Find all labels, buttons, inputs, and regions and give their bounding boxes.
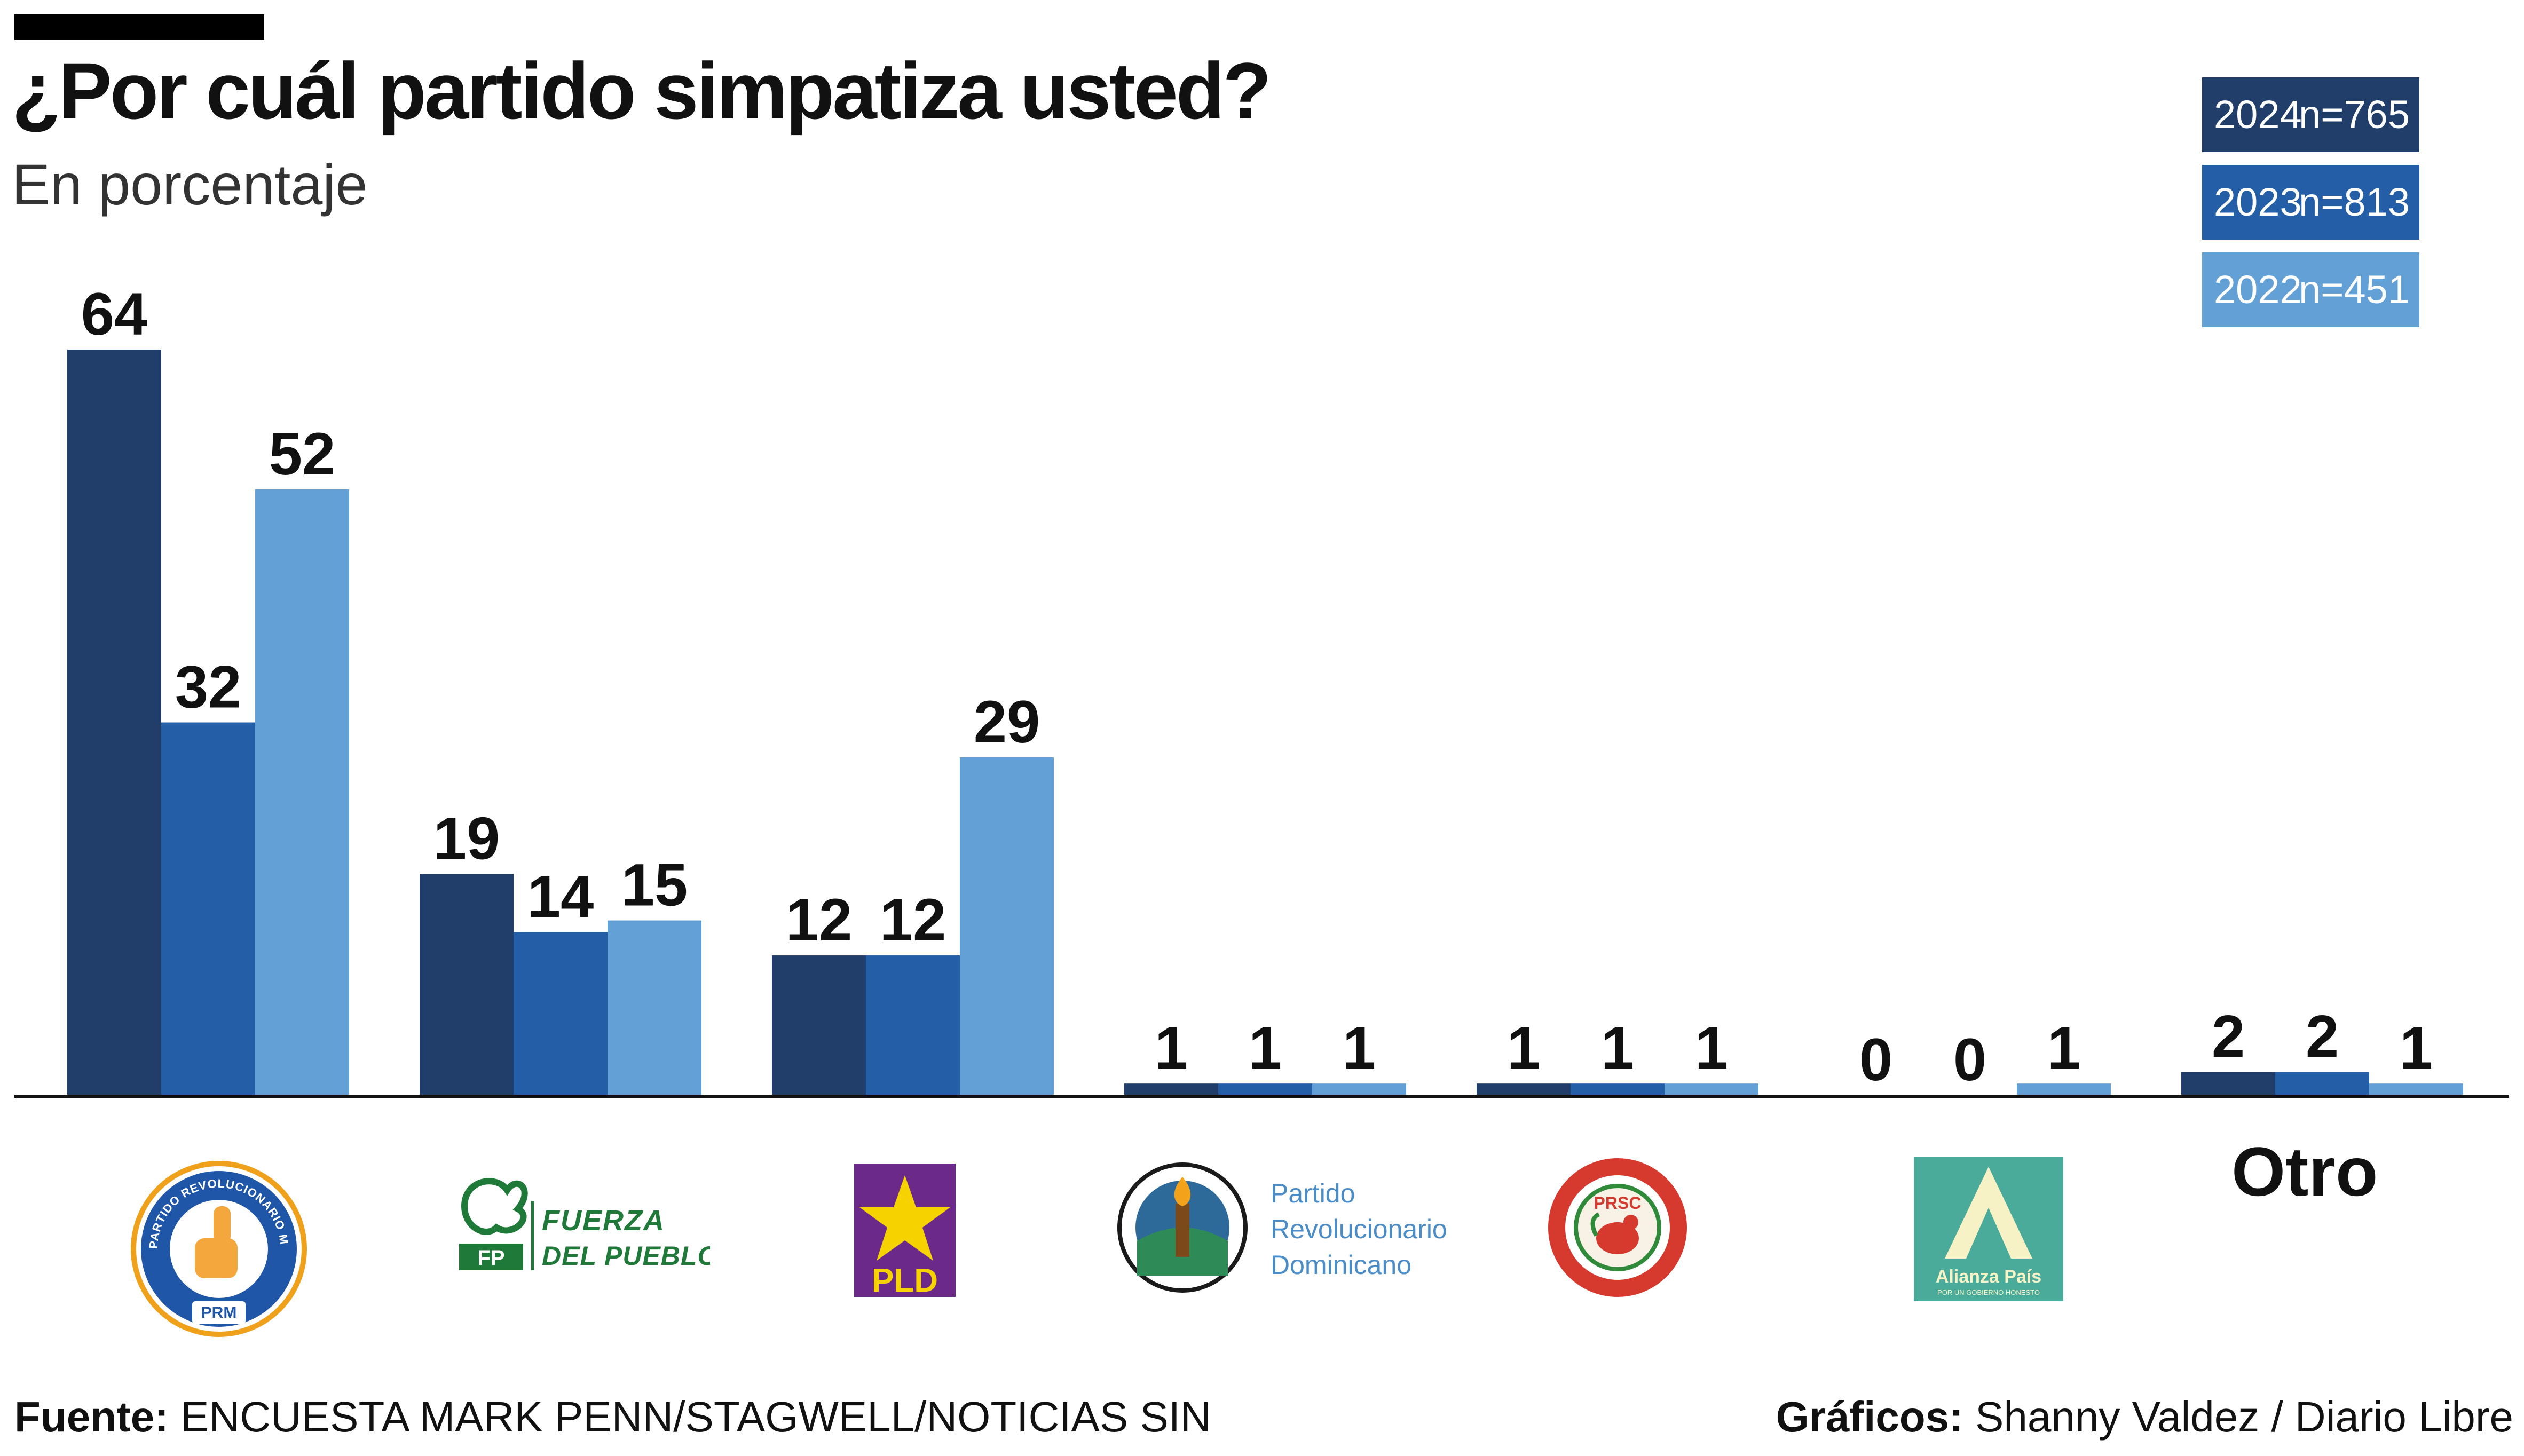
legend-item-2023: 2023 n=813 xyxy=(2202,165,2419,240)
source-text: ENCUESTA MARK PENN/STAGWELL/NOTICIAS SIN xyxy=(168,1393,1211,1441)
data-label: 32 xyxy=(175,654,242,721)
bar-2022-6 xyxy=(2369,1083,2463,1095)
legend-sample-size: n=765 xyxy=(2299,92,2410,137)
legend-item-2024: 2024 n=765 xyxy=(2202,77,2419,152)
data-label: 2 xyxy=(2306,1003,2339,1070)
bar-2022-5 xyxy=(2017,1083,2111,1095)
prsc-logo: PRSC xyxy=(1548,1158,1687,1297)
data-label: 2 xyxy=(2212,1003,2245,1070)
rooster-icon xyxy=(1590,1212,1639,1254)
bar-2024-2 xyxy=(772,955,866,1095)
prd-logo: Partido Revolucionario Dominicano xyxy=(1117,1162,1447,1293)
prd-line2: Revolucionario xyxy=(1271,1214,1447,1244)
letter-a-icon xyxy=(1945,1167,2032,1259)
prd-line3: Dominicano xyxy=(1271,1250,1411,1280)
flower-icon xyxy=(461,1178,528,1235)
data-label: 14 xyxy=(527,863,594,930)
prsc-abbr: PRSC xyxy=(1594,1193,1642,1213)
data-label: 64 xyxy=(81,281,148,347)
bar-2023-0 xyxy=(161,722,255,1095)
data-label: 1 xyxy=(1249,1015,1282,1081)
data-label: 1 xyxy=(1343,1015,1376,1081)
graphics-credit: Gráficos: Shanny Valdez / Diario Libre xyxy=(1776,1396,2513,1438)
bar-2023-6 xyxy=(2275,1072,2369,1095)
pld-abbr: PLD xyxy=(872,1262,938,1297)
legend-year: 2023 xyxy=(2214,180,2302,224)
thumbs-up-icon xyxy=(195,1206,238,1278)
bar-2023-3 xyxy=(1218,1083,1312,1095)
fp-logo: FP FUERZA DEL PUEBLO xyxy=(459,1178,710,1271)
data-label: 0 xyxy=(1859,1026,1892,1093)
top-accent-bar xyxy=(14,14,264,40)
bar-2024-6 xyxy=(2181,1072,2275,1095)
alianza-pais-logo: Alianza País POR UN GOBIERNO HONESTO xyxy=(1914,1157,2063,1301)
chart-title: ¿Por cuál partido simpatiza usted? xyxy=(12,46,1272,136)
bar-2024-4 xyxy=(1477,1083,1571,1095)
prd-line1: Partido xyxy=(1271,1178,1355,1208)
fp-abbr: FP xyxy=(477,1246,504,1270)
bar-2023-4 xyxy=(1571,1083,1665,1095)
credit-text: Shanny Valdez / Diario Libre xyxy=(1963,1393,2513,1441)
legend-item-2022: 2022 n=451 xyxy=(2202,252,2419,327)
data-label: 19 xyxy=(433,805,500,872)
data-label: 0 xyxy=(1953,1026,1986,1093)
bar-2022-4 xyxy=(1665,1083,1758,1095)
data-label: 1 xyxy=(1155,1015,1188,1081)
chart-subtitle: En porcentaje xyxy=(12,152,368,217)
data-label: 52 xyxy=(269,421,336,487)
legend-year: 2022 xyxy=(2214,267,2302,312)
data-label: 12 xyxy=(880,887,946,953)
bar-2024-0 xyxy=(67,350,161,1095)
data-label: 12 xyxy=(786,887,853,953)
prm-abbr: PRM xyxy=(201,1304,237,1322)
fp-line2: DEL PUEBLO xyxy=(542,1241,710,1271)
data-label: 1 xyxy=(1507,1015,1540,1081)
data-label: 1 xyxy=(2400,1015,2433,1081)
bar-2022-2 xyxy=(960,757,1054,1095)
torch-icon xyxy=(1174,1177,1191,1257)
legend-sample-size: n=451 xyxy=(2299,267,2410,312)
alianza-name: Alianza País xyxy=(1936,1267,2041,1287)
legend-year: 2024 xyxy=(2214,92,2302,137)
prm-logo: PARTIDO REVOLUCIONARIO MODERNO PRM xyxy=(128,1158,307,1337)
data-label: 1 xyxy=(1695,1015,1728,1081)
data-label: 29 xyxy=(974,689,1040,755)
data-label: 1 xyxy=(1601,1015,1634,1081)
star-icon xyxy=(859,1175,950,1261)
otro-label: Otro xyxy=(2231,1133,2378,1210)
bar-2024-1 xyxy=(420,874,514,1095)
pld-logo: PLD xyxy=(854,1164,956,1297)
fp-line1: FUERZA xyxy=(542,1205,665,1237)
credit-label: Gráficos: xyxy=(1776,1393,1963,1441)
data-label: 1 xyxy=(2047,1015,2080,1081)
bar-2024-3 xyxy=(1124,1083,1218,1095)
bar-2022-0 xyxy=(255,489,349,1095)
bar-2022-1 xyxy=(608,920,701,1095)
data-label: 15 xyxy=(621,852,688,919)
legend-sample-size: n=813 xyxy=(2299,180,2410,224)
legend: 2024 n=765 2023 n=813 2022 n=451 xyxy=(2202,77,2419,340)
source-label: Fuente: xyxy=(14,1393,169,1441)
source-credit: Fuente: ENCUESTA MARK PENN/STAGWELL/NOTI… xyxy=(14,1396,1211,1438)
bar-2023-1 xyxy=(514,932,608,1095)
bar-2023-2 xyxy=(866,955,960,1095)
alianza-tagline: POR UN GOBIERNO HONESTO xyxy=(1937,1288,2040,1296)
bar-2022-3 xyxy=(1312,1083,1406,1095)
